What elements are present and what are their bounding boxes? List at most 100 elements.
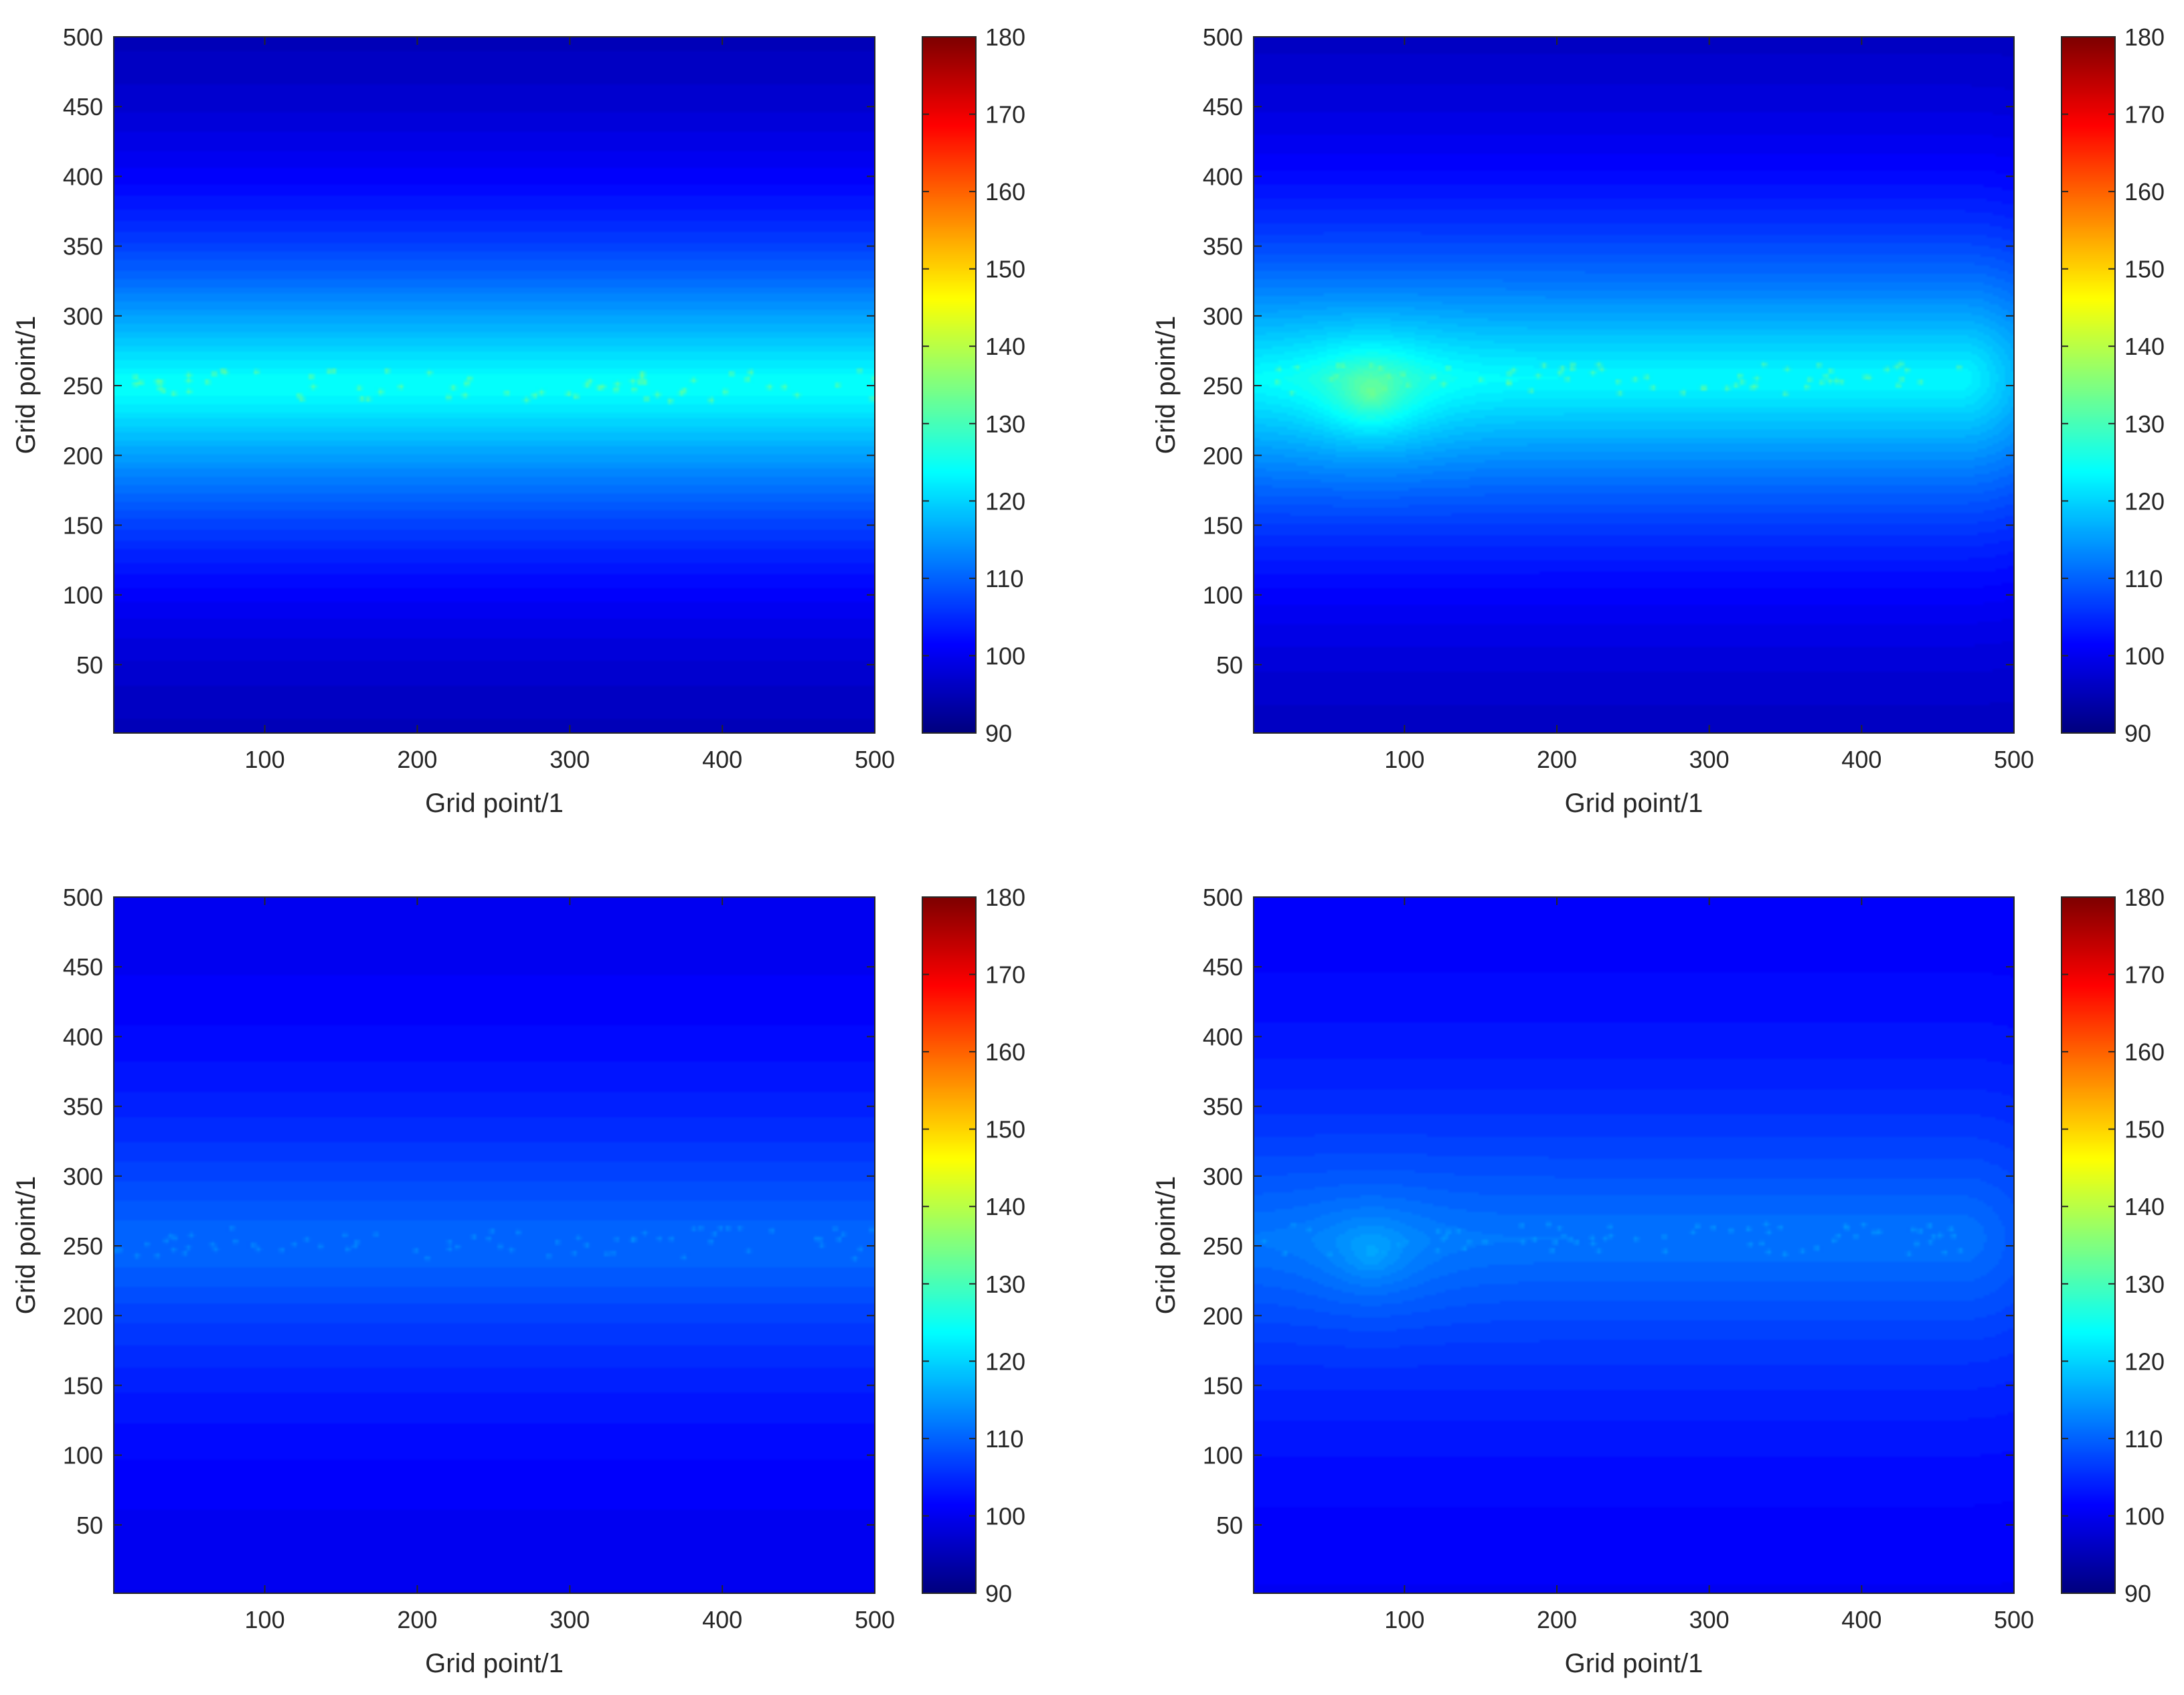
colorbar-tick-label: 150 xyxy=(985,256,1025,283)
y-tick-label: 250 xyxy=(63,1232,103,1260)
colorbar-tick-label: 90 xyxy=(985,1580,1012,1607)
colorbar-tick-label: 140 xyxy=(985,333,1025,360)
y-tick-label: 100 xyxy=(63,582,103,609)
colorbar-frame xyxy=(2061,896,2116,1594)
x-axis-label: Grid point/1 xyxy=(1565,789,1703,818)
colorbar-tick-label: 150 xyxy=(2124,256,2165,283)
heatmap-1 xyxy=(114,37,875,733)
y-tick-label: 250 xyxy=(63,372,103,400)
y-tick-label: 300 xyxy=(63,303,103,330)
colorbar-tick-label: 160 xyxy=(985,178,1025,206)
y-axis-label: Grid point/1 xyxy=(11,316,41,455)
panel-2: 100 200 300 400 500 50 100 150 200 250 300 350 400 45… xyxy=(1151,23,2165,818)
x-tick-label: 100 xyxy=(1384,1606,1424,1633)
y-tick-label: 250 xyxy=(1203,372,1243,400)
y-tick-label: 400 xyxy=(63,163,103,190)
colorbar-frame xyxy=(2061,36,2116,734)
colorbar-tick-label: 120 xyxy=(2124,1348,2165,1375)
colorbar-tick-label: 110 xyxy=(2124,565,2163,592)
colorbar-tick-label: 100 xyxy=(985,642,1025,669)
y-tick-label: 500 xyxy=(63,884,103,911)
y-tick-label: 500 xyxy=(1203,884,1243,911)
colorbar-tick-label: 130 xyxy=(985,410,1025,438)
colorbar-tick-label: 160 xyxy=(2124,178,2165,206)
colorbar-tick-label: 100 xyxy=(2124,1502,2165,1530)
y-tick-label: 450 xyxy=(63,953,103,981)
panel-4: 100 200 300 400 500 50 100 150 200 250 300 350 400 45… xyxy=(1151,884,2165,1678)
y-axis-label: Grid point/1 xyxy=(1151,1176,1181,1315)
y-tick-label: 200 xyxy=(1203,442,1243,469)
colorbar-tick-label: 90 xyxy=(2124,1580,2151,1607)
y-tick-label: 100 xyxy=(63,1442,103,1469)
colorbar-tick-label: 180 xyxy=(2124,23,2165,51)
y-tick-label: 50 xyxy=(1216,1512,1243,1539)
colorbar-tick-label: 120 xyxy=(985,487,1025,515)
x-tick-label: 200 xyxy=(397,1606,437,1633)
y-tick-label: 350 xyxy=(63,233,103,260)
y-tick-label: 50 xyxy=(76,1512,103,1539)
y-tick-label: 350 xyxy=(1203,1093,1243,1121)
x-tick-label: 400 xyxy=(702,746,742,773)
colorbar xyxy=(2062,897,2115,1593)
axes-frame xyxy=(1253,36,2015,734)
y-tick-label: 300 xyxy=(63,1163,103,1190)
colorbar-tick-label: 130 xyxy=(2124,410,2165,438)
colorbar-frame xyxy=(922,36,977,734)
colorbar-tick-label: 180 xyxy=(985,23,1025,51)
x-tick-label: 500 xyxy=(1994,746,2034,773)
colorbar-tick-label: 150 xyxy=(2124,1116,2165,1143)
x-tick-label: 500 xyxy=(855,746,895,773)
colorbar-tick-label: 130 xyxy=(985,1271,1025,1298)
y-tick-label: 150 xyxy=(1203,511,1243,539)
colorbar-tick-label: 100 xyxy=(2124,642,2165,669)
x-tick-label: 200 xyxy=(1537,1606,1577,1633)
x-axis-label: Grid point/1 xyxy=(425,789,564,818)
y-axis-label: Grid point/1 xyxy=(11,1176,41,1315)
colorbar-tick-label: 160 xyxy=(985,1038,1025,1066)
y-tick-label: 250 xyxy=(1203,1232,1243,1260)
colorbar-tick-label: 160 xyxy=(2124,1038,2165,1066)
y-tick-label: 300 xyxy=(1203,1163,1243,1190)
x-axis-label: Grid point/1 xyxy=(425,1649,564,1678)
x-tick-label: 100 xyxy=(1384,746,1424,773)
y-tick-label: 450 xyxy=(1203,93,1243,120)
y-tick-label: 50 xyxy=(76,651,103,679)
colorbar-tick-label: 140 xyxy=(985,1193,1025,1220)
y-tick-label: 150 xyxy=(63,511,103,539)
colorbar-tick-label: 180 xyxy=(985,884,1025,911)
colorbar-tick-label: 140 xyxy=(2124,1193,2165,1220)
colorbar-tick-label: 110 xyxy=(985,565,1023,592)
panel-1: 100 200 300 400 500 50 100 150 200 250 300 350 400 45… xyxy=(11,23,1025,818)
x-tick-label: 100 xyxy=(245,746,285,773)
colorbar-frame xyxy=(922,896,977,1594)
colorbar-tick-label: 110 xyxy=(2124,1425,2163,1453)
colorbar-tick-label: 170 xyxy=(985,961,1025,989)
x-tick-label: 300 xyxy=(550,746,590,773)
x-tick-label: 200 xyxy=(1537,746,1577,773)
axes-frame xyxy=(1253,896,2015,1594)
x-tick-label: 500 xyxy=(1994,1606,2034,1633)
colorbar-tick-label: 90 xyxy=(2124,720,2151,747)
colorbar-tick-label: 110 xyxy=(985,1425,1023,1453)
heatmap-4 xyxy=(1254,897,2014,1593)
y-tick-label: 50 xyxy=(1216,651,1243,679)
x-tick-label: 500 xyxy=(855,1606,895,1633)
colorbar xyxy=(922,37,976,733)
y-tick-label: 300 xyxy=(1203,303,1243,330)
y-tick-label: 500 xyxy=(1203,23,1243,51)
y-tick-label: 400 xyxy=(1203,1023,1243,1050)
heatmap-3 xyxy=(114,897,875,1593)
colorbar-tick-label: 180 xyxy=(2124,884,2165,911)
y-tick-label: 450 xyxy=(1203,953,1243,981)
y-tick-label: 400 xyxy=(63,1023,103,1050)
x-tick-label: 400 xyxy=(1841,1606,1881,1633)
colorbar-tick-label: 90 xyxy=(985,720,1012,747)
x-tick-label: 400 xyxy=(1841,746,1881,773)
colorbar-tick-label: 140 xyxy=(2124,333,2165,360)
colorbar-tick-label: 120 xyxy=(2124,487,2165,515)
panel-3: 100 200 300 400 500 50 100 150 200 250 300 350 400 45… xyxy=(11,884,1025,1678)
y-tick-label: 200 xyxy=(63,442,103,469)
y-tick-label: 150 xyxy=(63,1372,103,1399)
y-tick-label: 450 xyxy=(63,93,103,120)
